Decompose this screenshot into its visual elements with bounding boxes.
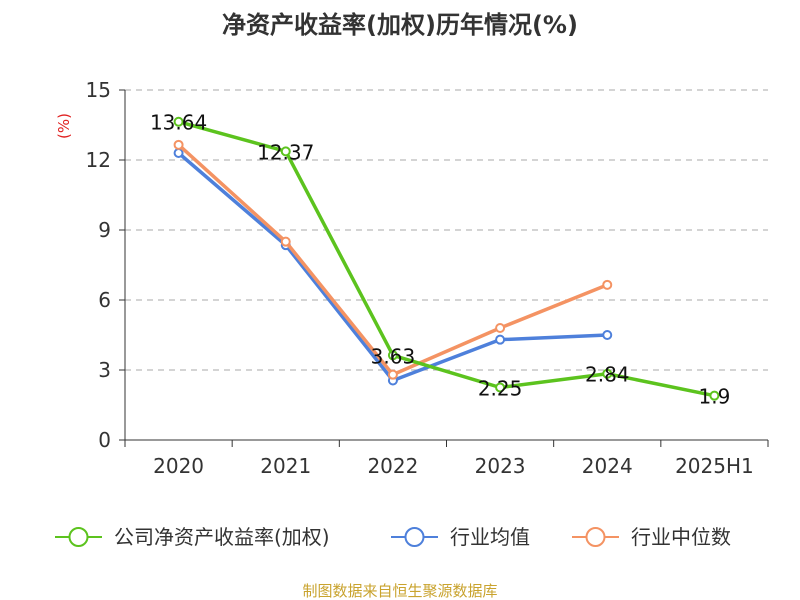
x-tick-label: 2021 [260,454,311,478]
legend-label: 公司净资产收益率(加权) [114,525,330,549]
point-company [602,368,613,379]
y-tick-label: 3 [98,358,111,382]
legend-label: 行业中位数 [631,525,731,549]
y-tick-label: 15 [86,78,111,102]
legend-swatch-marker [68,527,89,547]
point-industry_avg [602,330,613,340]
point-industry_median [280,236,291,247]
legend-swatch-marker [404,527,425,547]
point-industry_median [173,139,184,150]
x-tick-label: 2024 [582,454,633,478]
y-tick-label: 0 [98,428,111,452]
point-company [280,146,291,157]
data-label: 1.9 [699,385,731,409]
series-line-company [178,120,715,398]
y-tick-label: 6 [98,288,111,312]
data-label: 2.84 [585,363,630,387]
data-labels: 13.64 12.37 3.63 2.25 2.84 1.9 [150,111,730,409]
point-industry_median [602,279,613,290]
series-line-industry_median [177,143,608,377]
x-tick-label: 2023 [475,454,526,478]
data-label: 2.25 [478,377,523,401]
point-company [495,382,506,393]
legend-label: 行业均值 [450,525,530,549]
x-tick-label: 2020 [153,454,204,478]
point-company [387,350,398,361]
point-industry_median [387,369,398,380]
y-tick-label: 12 [86,148,111,172]
chart-title: 净资产收益率(加权)历年情况(%) [222,11,578,39]
data-label: 12.37 [257,140,314,164]
point-industry_avg [173,148,184,158]
legend-swatch-marker [585,527,606,547]
x-tick-label: 2025H1 [675,454,754,478]
data-label: 3.63 [371,344,416,368]
y-tick-label: 9 [98,218,111,242]
point-company [173,116,184,127]
y-axis-label: (%) [55,113,73,139]
axes: 0 3 6 9 12 15 2020 2021 2022 2023 2024 2025H1 [86,78,769,478]
point-industry_median [495,323,506,333]
point-company [709,390,720,401]
series-layer [173,116,720,401]
source-note: 制图数据来自恒生聚源数据库 [302,582,497,600]
data-label: 13.64 [150,111,207,135]
x-tick-label: 2022 [367,454,418,478]
point-industry_avg [495,334,506,345]
legend: 公司净资产收益率(加权) 行业均值 行业中位数 [55,525,731,549]
